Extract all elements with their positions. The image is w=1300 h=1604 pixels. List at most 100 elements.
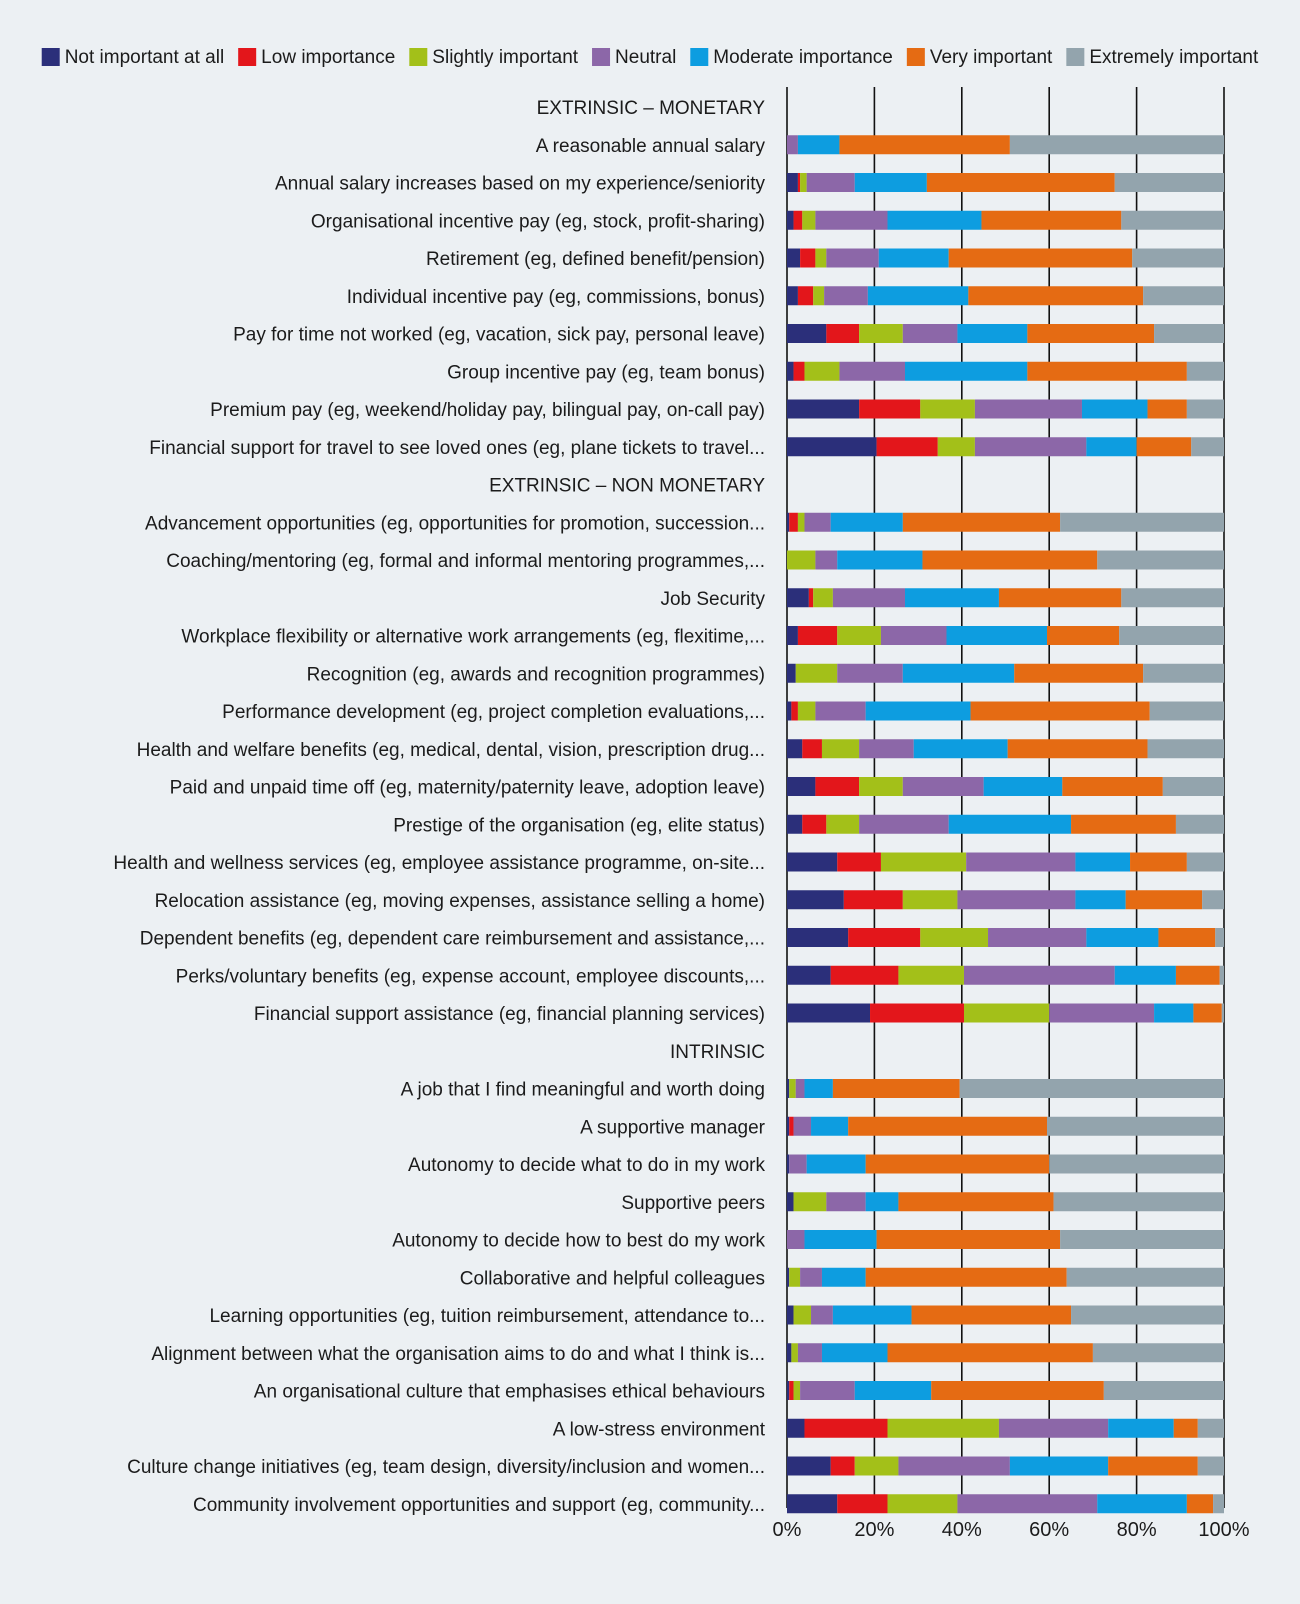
bar-segment-moderate-importance <box>913 739 1008 759</box>
bar-segment-slightly-important <box>815 248 827 268</box>
bar-segment-neutral <box>880 626 947 645</box>
bar-segment-extremely-important <box>959 1079 1224 1098</box>
bar-segment-low-importance <box>797 286 814 306</box>
row-label: Coaching/mentoring (eg, formal and infor… <box>166 551 765 572</box>
bar-segment-not-important-at-all <box>787 1494 838 1514</box>
row-label: An organisational culture that emphasise… <box>254 1382 765 1403</box>
bar-segment-very-important <box>898 1192 1054 1212</box>
legend-label: Moderate importance <box>713 47 893 68</box>
bar-segment-not-important-at-all <box>787 173 798 192</box>
bar-segment-low-importance <box>791 701 798 721</box>
bar-segment-low-importance <box>789 1116 794 1136</box>
bar-segment-low-importance <box>859 399 921 419</box>
row-label: Community involvement opportunities and … <box>193 1495 765 1516</box>
bar-segment-moderate-importance <box>797 135 840 155</box>
bar-segment-neutral <box>859 814 949 834</box>
legend-item-slightly-important: Slightly important <box>409 47 579 68</box>
bar-segment-moderate-importance <box>1075 890 1126 910</box>
bar-segment-low-importance <box>843 890 903 910</box>
bar-segment-slightly-important <box>793 1305 812 1325</box>
legend-swatch <box>906 48 925 66</box>
row-label: Autonomy to decide how to best do my wor… <box>392 1231 765 1252</box>
bar-segment-slightly-important <box>793 1381 801 1400</box>
x-tick-label: 60% <box>1029 1519 1069 1541</box>
section-label-extrinsic-monetary: EXTRINSIC – MONETARY <box>537 98 766 119</box>
bar-segment-low-importance <box>826 324 860 343</box>
bar-segment-moderate-importance <box>854 1381 932 1400</box>
row-label: Premium pay (eg, weekend/holiday pay, bi… <box>210 400 765 421</box>
bar-segment-extremely-important <box>1132 248 1224 268</box>
bar-segment-extremely-important <box>1149 701 1224 721</box>
bar-segment-moderate-importance <box>904 361 1028 381</box>
bar-segment-moderate-importance <box>946 626 1048 645</box>
row-label: Individual incentive pay (eg, commission… <box>347 287 765 308</box>
bar-segment-neutral <box>826 1192 866 1212</box>
bar-segment-very-important <box>981 210 1122 230</box>
bar-segment-not-important-at-all <box>787 399 860 419</box>
bar-segment-low-importance <box>802 814 827 834</box>
bar-segment-neutral <box>839 361 905 381</box>
bar-segment-extremely-important <box>1202 890 1224 910</box>
bar-segment-neutral <box>789 1154 807 1174</box>
bar-segment-extremely-important <box>1221 1003 1224 1023</box>
bar-segment-not-important-at-all <box>787 512 790 532</box>
bar-segment-moderate-importance <box>1086 437 1137 457</box>
bar-segment-slightly-important <box>802 210 816 230</box>
bar-segment-very-important <box>1158 928 1216 947</box>
row-label: Advancement opportunities (eg, opportuni… <box>145 513 765 534</box>
bar-segment-neutral <box>859 739 914 759</box>
legend-item-moderate-importance: Moderate importance <box>690 47 893 68</box>
row-label: A job that I find meaningful and worth d… <box>401 1080 765 1101</box>
bar-segment-moderate-importance <box>806 1154 866 1174</box>
bar-segment-low-importance <box>793 210 803 230</box>
bar-segment-extremely-important <box>1066 1267 1224 1287</box>
bar-segment-slightly-important <box>793 1192 827 1212</box>
row-label: Perks/voluntary benefits (eg, expense ac… <box>176 966 765 987</box>
bar-segment-moderate-importance <box>1009 1456 1109 1476</box>
bar-segment-not-important-at-all <box>787 1154 790 1174</box>
bar-segment-slightly-important <box>826 814 860 834</box>
bar-segment-very-important <box>887 1343 1093 1363</box>
bar-segment-very-important <box>839 135 1010 155</box>
row-label: Pay for time not worked (eg, vacation, s… <box>233 325 765 346</box>
bar-segment-slightly-important <box>898 965 964 985</box>
bar-segment-very-important <box>926 173 1115 192</box>
bar-segment-low-importance <box>804 1418 888 1438</box>
bar-segment-low-importance <box>870 1003 964 1023</box>
row-label: Health and welfare benefits (eg, medical… <box>137 740 765 761</box>
section-label-intrinsic: INTRINSIC <box>670 1042 765 1063</box>
legend-swatch <box>409 48 428 66</box>
bar-segment-very-important <box>1007 739 1148 759</box>
bar-segment-low-importance <box>815 777 860 796</box>
legend-label: Not important at all <box>65 47 224 68</box>
bar-segment-low-importance <box>848 928 921 947</box>
bar-segment-low-importance <box>830 1456 855 1476</box>
bar-segment-moderate-importance <box>904 588 999 608</box>
row-label: Supportive peers <box>621 1193 765 1214</box>
bar-segment-not-important-at-all <box>787 286 798 306</box>
bar-segment-slightly-important <box>787 550 816 570</box>
bar-segment-extremely-important <box>1053 1192 1224 1212</box>
bar-segment-very-important <box>998 588 1122 608</box>
bar-segment-low-importance <box>837 1494 888 1514</box>
bar-segment-extremely-important <box>1060 1230 1225 1249</box>
row-label: Workplace flexibility or alternative wor… <box>181 627 765 648</box>
bar-segment-very-important <box>1130 852 1187 872</box>
bar-segment-not-important-at-all <box>787 361 794 381</box>
bar-segment-slightly-important <box>837 626 881 645</box>
bar-segment-slightly-important <box>789 1267 801 1287</box>
row-label: Collaborative and helpful colleagues <box>460 1268 765 1289</box>
bar-segment-slightly-important <box>887 1494 958 1514</box>
bar-segment-low-importance <box>793 361 805 381</box>
bar-segment-moderate-importance <box>804 1079 833 1098</box>
bar-segment-not-important-at-all <box>787 248 801 268</box>
bar-segment-not-important-at-all <box>787 890 844 910</box>
bar-segment-neutral <box>902 324 958 343</box>
bar-segment-slightly-important <box>813 286 825 306</box>
bar-segment-extremely-important <box>1191 437 1224 457</box>
bar-segment-extremely-important <box>1186 399 1224 419</box>
bar-segment-moderate-importance <box>867 286 969 306</box>
row-label: Organisational incentive pay (eg, stock,… <box>311 211 765 232</box>
bar-segment-not-important-at-all <box>787 928 849 947</box>
bar-segment-moderate-importance <box>1154 1003 1194 1023</box>
